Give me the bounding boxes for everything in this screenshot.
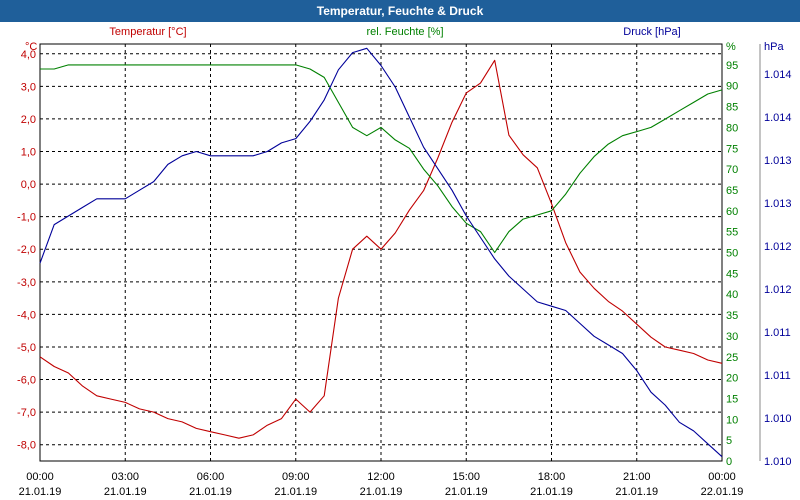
x-tick-time: 09:00: [282, 471, 310, 483]
pressure-axis-title: Druck [hPa]: [623, 26, 680, 38]
pressure-tick-label: 1.011: [764, 327, 791, 339]
window-title: Temperatur, Feuchte & Druck: [0, 0, 800, 22]
x-tick-date: 21.01.19: [104, 486, 147, 498]
humidity-tick-label: 90: [726, 81, 738, 93]
temperature-tick-label: 2,0: [21, 114, 36, 126]
pressure-tick-label: 1.013: [764, 198, 792, 210]
x-tick-date: 21.01.19: [274, 486, 317, 498]
humidity-tick-label: 45: [726, 268, 738, 280]
humidity-tick-label: 75: [726, 143, 738, 155]
temperature-tick-label: 0,0: [21, 179, 36, 191]
temperature-tick-label: -7,0: [17, 407, 36, 419]
axes: 00:00 21.01.19 03:00 21.01.19 06:00 21.01.19 0…: [17, 44, 792, 498]
pressure-tick-label: 1.010: [764, 413, 792, 425]
x-tick-time: 18:00: [538, 471, 566, 483]
x-tick-date: 21.01.19: [189, 486, 232, 498]
humidity-tick-label: 15: [726, 393, 738, 405]
x-tick-time: 15:00: [452, 471, 480, 483]
temperature-tick-label: -5,0: [17, 342, 36, 354]
humidity-tick-label: 65: [726, 185, 738, 197]
x-tick-time: 21:00: [623, 471, 651, 483]
pressure-tick-label: 1.010: [764, 456, 792, 468]
humidity-tick-label: 55: [726, 227, 738, 239]
x-tick-date: 21.01.19: [19, 486, 62, 498]
pressure-tick-label: 1.011: [764, 370, 791, 382]
humidity-tick-label: 50: [726, 248, 738, 260]
x-tick-date: 21.01.19: [615, 486, 658, 498]
pressure-tick-label: 1.013: [764, 155, 792, 167]
pressure-series-line: [39, 47, 723, 458]
pressure-tick-label: 1.012: [764, 241, 792, 253]
humidity-tick-label: 30: [726, 331, 738, 343]
x-tick-time: 03:00: [111, 471, 139, 483]
pressure-tick-label: 1.012: [764, 284, 792, 296]
x-tick-date: 21.01.19: [530, 486, 573, 498]
humidity-tick-label: 0: [726, 456, 732, 468]
temperature-axis-title: Temperatur [°C]: [109, 26, 186, 38]
temperature-unit: °C: [25, 41, 37, 53]
humidity-axis-title: rel. Feuchte [%]: [366, 26, 443, 38]
humidity-tick-label: 60: [726, 206, 738, 218]
x-tick-time: 00:00: [26, 471, 54, 483]
humidity-unit: %: [726, 41, 736, 53]
humidity-tick-label: 40: [726, 289, 738, 301]
pressure-tick-label: 1.014: [764, 69, 792, 81]
x-tick-time: 00:00: [708, 471, 736, 483]
temperature-tick-label: -4,0: [17, 309, 36, 321]
grid: [39, 43, 723, 462]
x-tick-date: 21.01.19: [445, 486, 488, 498]
temperature-tick-label: -6,0: [17, 375, 36, 387]
humidity-tick-label: 80: [726, 122, 738, 134]
x-tick-date: 21.01.19: [360, 486, 403, 498]
temperature-tick-label: -2,0: [17, 244, 36, 256]
humidity-tick-label: 70: [726, 164, 738, 176]
humidity-tick-label: 10: [726, 414, 738, 426]
humidity-tick-label: 85: [726, 102, 738, 114]
temperature-tick-label: 3,0: [21, 81, 36, 93]
temperature-tick-label: -3,0: [17, 277, 36, 289]
humidity-tick-label: 20: [726, 373, 738, 385]
temperature-tick-label: 1,0: [21, 147, 36, 159]
humidity-series-line: [40, 64, 723, 254]
temperature-tick-label: -8,0: [17, 440, 36, 452]
x-tick-date: 22.01.19: [701, 486, 744, 498]
pressure-unit: hPa: [764, 41, 784, 53]
temperature-series-line: [39, 59, 723, 439]
x-tick-time: 12:00: [367, 471, 395, 483]
series: [39, 47, 723, 458]
humidity-tick-label: 95: [726, 60, 738, 72]
humidity-tick-label: 25: [726, 352, 738, 364]
temperature-tick-label: -1,0: [17, 212, 36, 224]
labels: Temperatur [°C] rel. Feuchte [%] Druck [hP…: [25, 26, 784, 53]
temperature-tick-label: 4,0: [21, 49, 36, 61]
humidity-tick-label: 5: [726, 435, 732, 447]
humidity-tick-label: 35: [726, 310, 738, 322]
pressure-tick-label: 1.014: [764, 112, 792, 124]
x-tick-time: 06:00: [197, 471, 225, 483]
